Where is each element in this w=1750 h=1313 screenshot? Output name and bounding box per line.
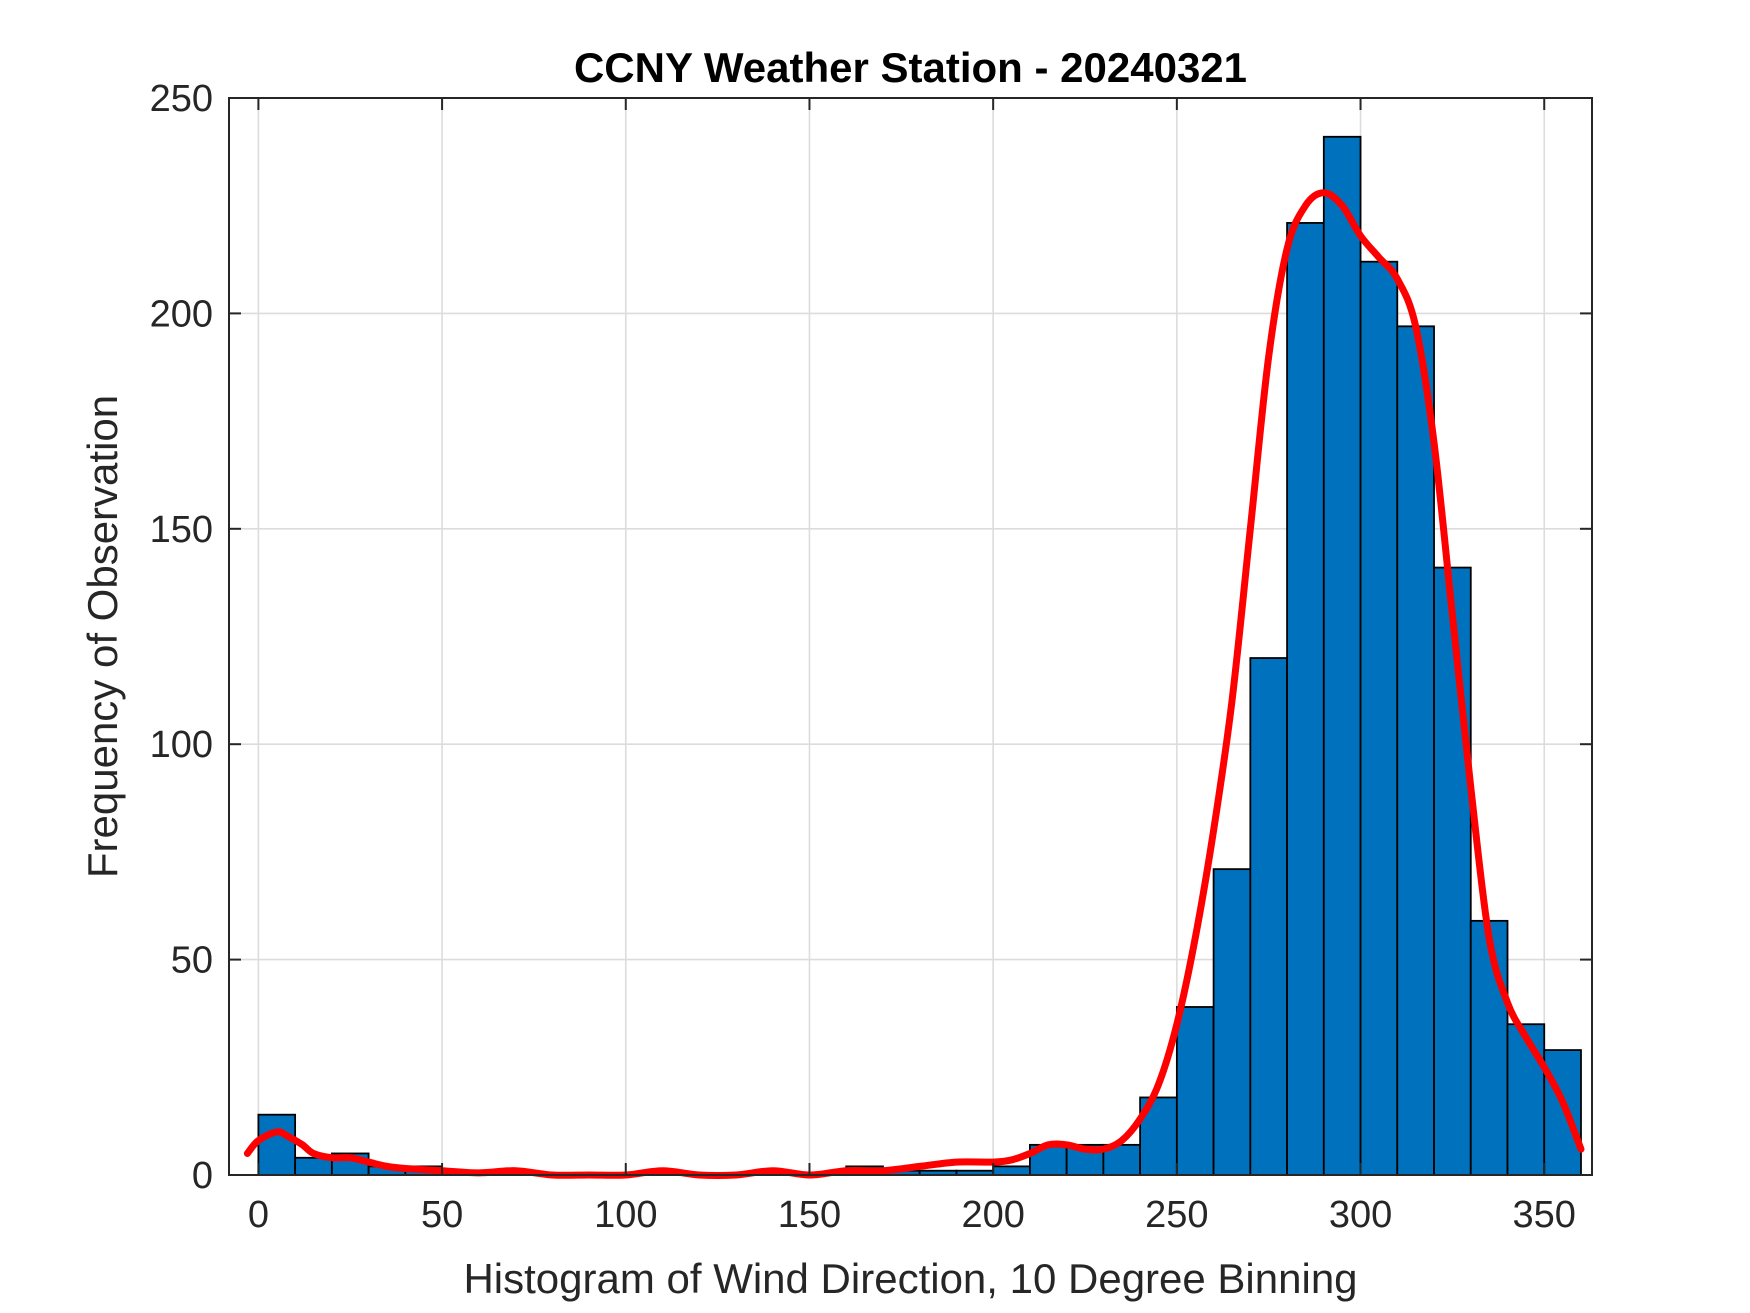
density-curve (243, 189, 1585, 1180)
y-tick-label: 150 (150, 509, 213, 551)
histogram-bar (1249, 657, 1288, 1176)
x-tick-label: 150 (778, 1194, 841, 1236)
histogram-bar (1286, 222, 1325, 1176)
density-curve-line (243, 189, 1585, 1180)
histogram-bars (257, 135, 1582, 1176)
x-tick-label: 50 (421, 1194, 463, 1236)
x-tick-label: 350 (1513, 1194, 1576, 1236)
y-tick-label: 200 (150, 293, 213, 335)
y-axis-label: Frequency of Observation (79, 395, 126, 878)
chart-title: CCNY Weather Station - 20240321 (574, 44, 1247, 91)
axes-box (228, 97, 1593, 1176)
histogram-bar (1433, 566, 1472, 1176)
x-tick-label: 100 (594, 1194, 657, 1236)
histogram-bar (1396, 325, 1435, 1176)
x-tick-label: 300 (1329, 1194, 1392, 1236)
histogram-bar (1322, 135, 1362, 1176)
y-tick-label: 0 (192, 1155, 213, 1197)
x-tick-label: 200 (961, 1194, 1024, 1236)
axis-ticks (229, 97, 1592, 1176)
histogram-bar (257, 1113, 297, 1176)
histogram-bar (1543, 1049, 1582, 1176)
x-axis-label: Histogram of Wind Direction, 10 Degree B… (463, 1255, 1357, 1302)
histogram-bar (1212, 868, 1252, 1176)
tick-labels: 0 50 100 150 200 250 300 350 0 50 100 150 200 250 (150, 78, 1576, 1236)
y-tick-label: 250 (150, 78, 213, 120)
histogram-bar (992, 1165, 1031, 1176)
y-tick-label: 50 (171, 940, 213, 982)
x-tick-label: 250 (1145, 1194, 1208, 1236)
histogram-bar (1469, 919, 1509, 1176)
y-tick-label: 100 (150, 724, 213, 766)
histogram-bar (1359, 260, 1399, 1176)
histogram-bar (1175, 1006, 1215, 1176)
x-tick-label: 0 (248, 1194, 269, 1236)
histogram-bar (1506, 1023, 1546, 1176)
